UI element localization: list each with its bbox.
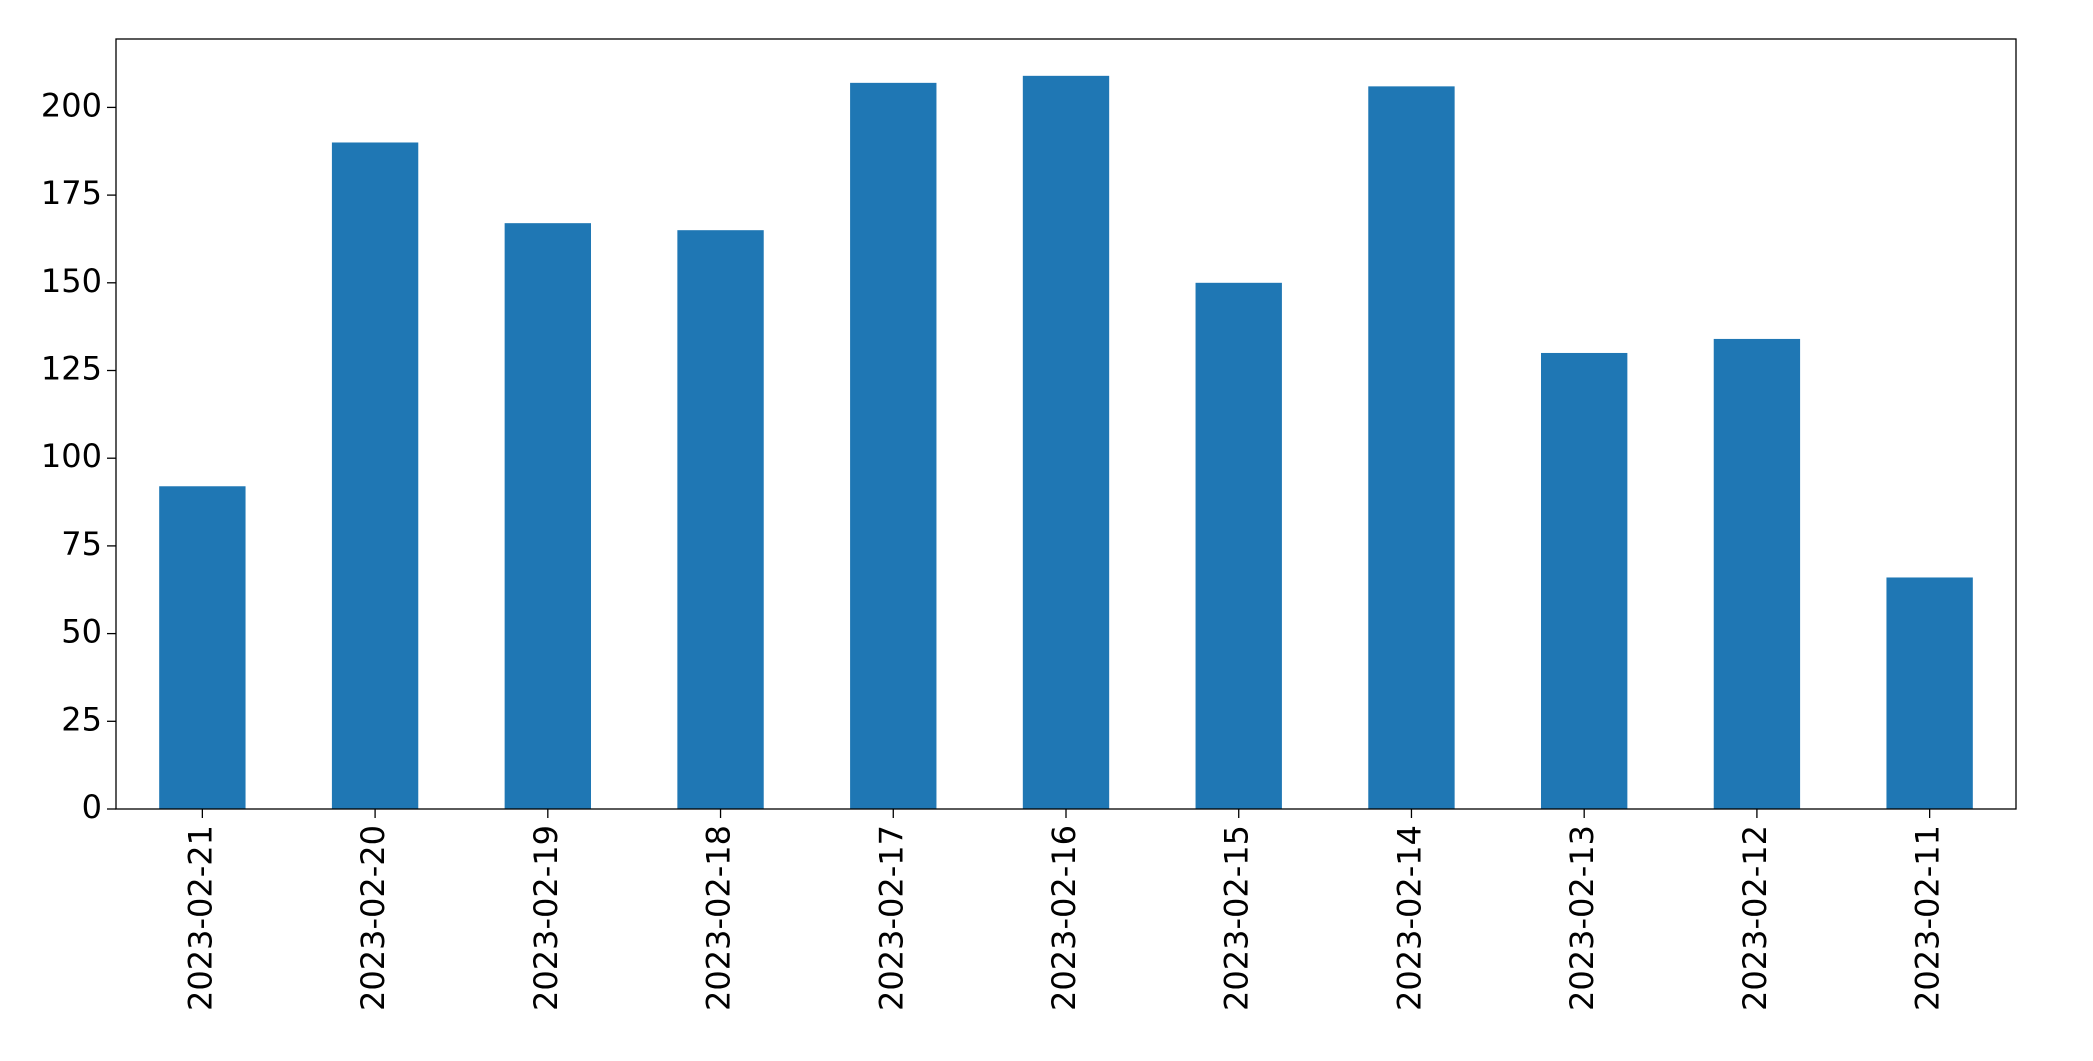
- x-tick-label: 2023-02-16: [1045, 825, 1083, 1011]
- y-tick-label: 25: [61, 700, 102, 738]
- bar: [331, 142, 419, 809]
- bar: [677, 230, 764, 809]
- bar: [1886, 577, 1973, 809]
- x-tick-label: 2023-02-20: [354, 825, 392, 1011]
- bar: [1195, 282, 1282, 810]
- bar: [1022, 75, 1110, 809]
- y-tick-label: 150: [41, 262, 102, 300]
- plot-frame: [115, 38, 2017, 810]
- y-tick-label: 0: [82, 788, 102, 826]
- x-tick-label: 2023-02-14: [1390, 825, 1428, 1011]
- x-tick-label: 2023-02-17: [872, 825, 910, 1011]
- x-tick-label: 2023-02-21: [181, 825, 219, 1011]
- y-tick-label: 200: [41, 86, 102, 124]
- bar: [1368, 86, 1455, 810]
- y-tick-label: 50: [61, 613, 102, 651]
- bar: [850, 82, 937, 809]
- y-tick-label: 100: [41, 437, 102, 475]
- y-tick-label: 75: [61, 525, 102, 563]
- x-tick-label: 2023-02-19: [527, 825, 565, 1011]
- y-tick-label: 125: [41, 350, 102, 388]
- x-tick-label: 2023-02-18: [700, 825, 738, 1011]
- x-tick-label: 2023-02-13: [1563, 825, 1601, 1011]
- x-tick-label: 2023-02-12: [1736, 825, 1774, 1011]
- bar: [504, 223, 591, 809]
- bar: [1713, 338, 1801, 809]
- x-tick-label: 2023-02-11: [1909, 825, 1947, 1011]
- bar: [159, 486, 246, 809]
- y-tick-label: 175: [41, 174, 102, 212]
- bar: [1541, 352, 1628, 809]
- x-tick-label: 2023-02-15: [1218, 825, 1256, 1011]
